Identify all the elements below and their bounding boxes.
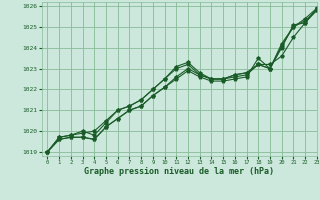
X-axis label: Graphe pression niveau de la mer (hPa): Graphe pression niveau de la mer (hPa) (84, 167, 274, 176)
